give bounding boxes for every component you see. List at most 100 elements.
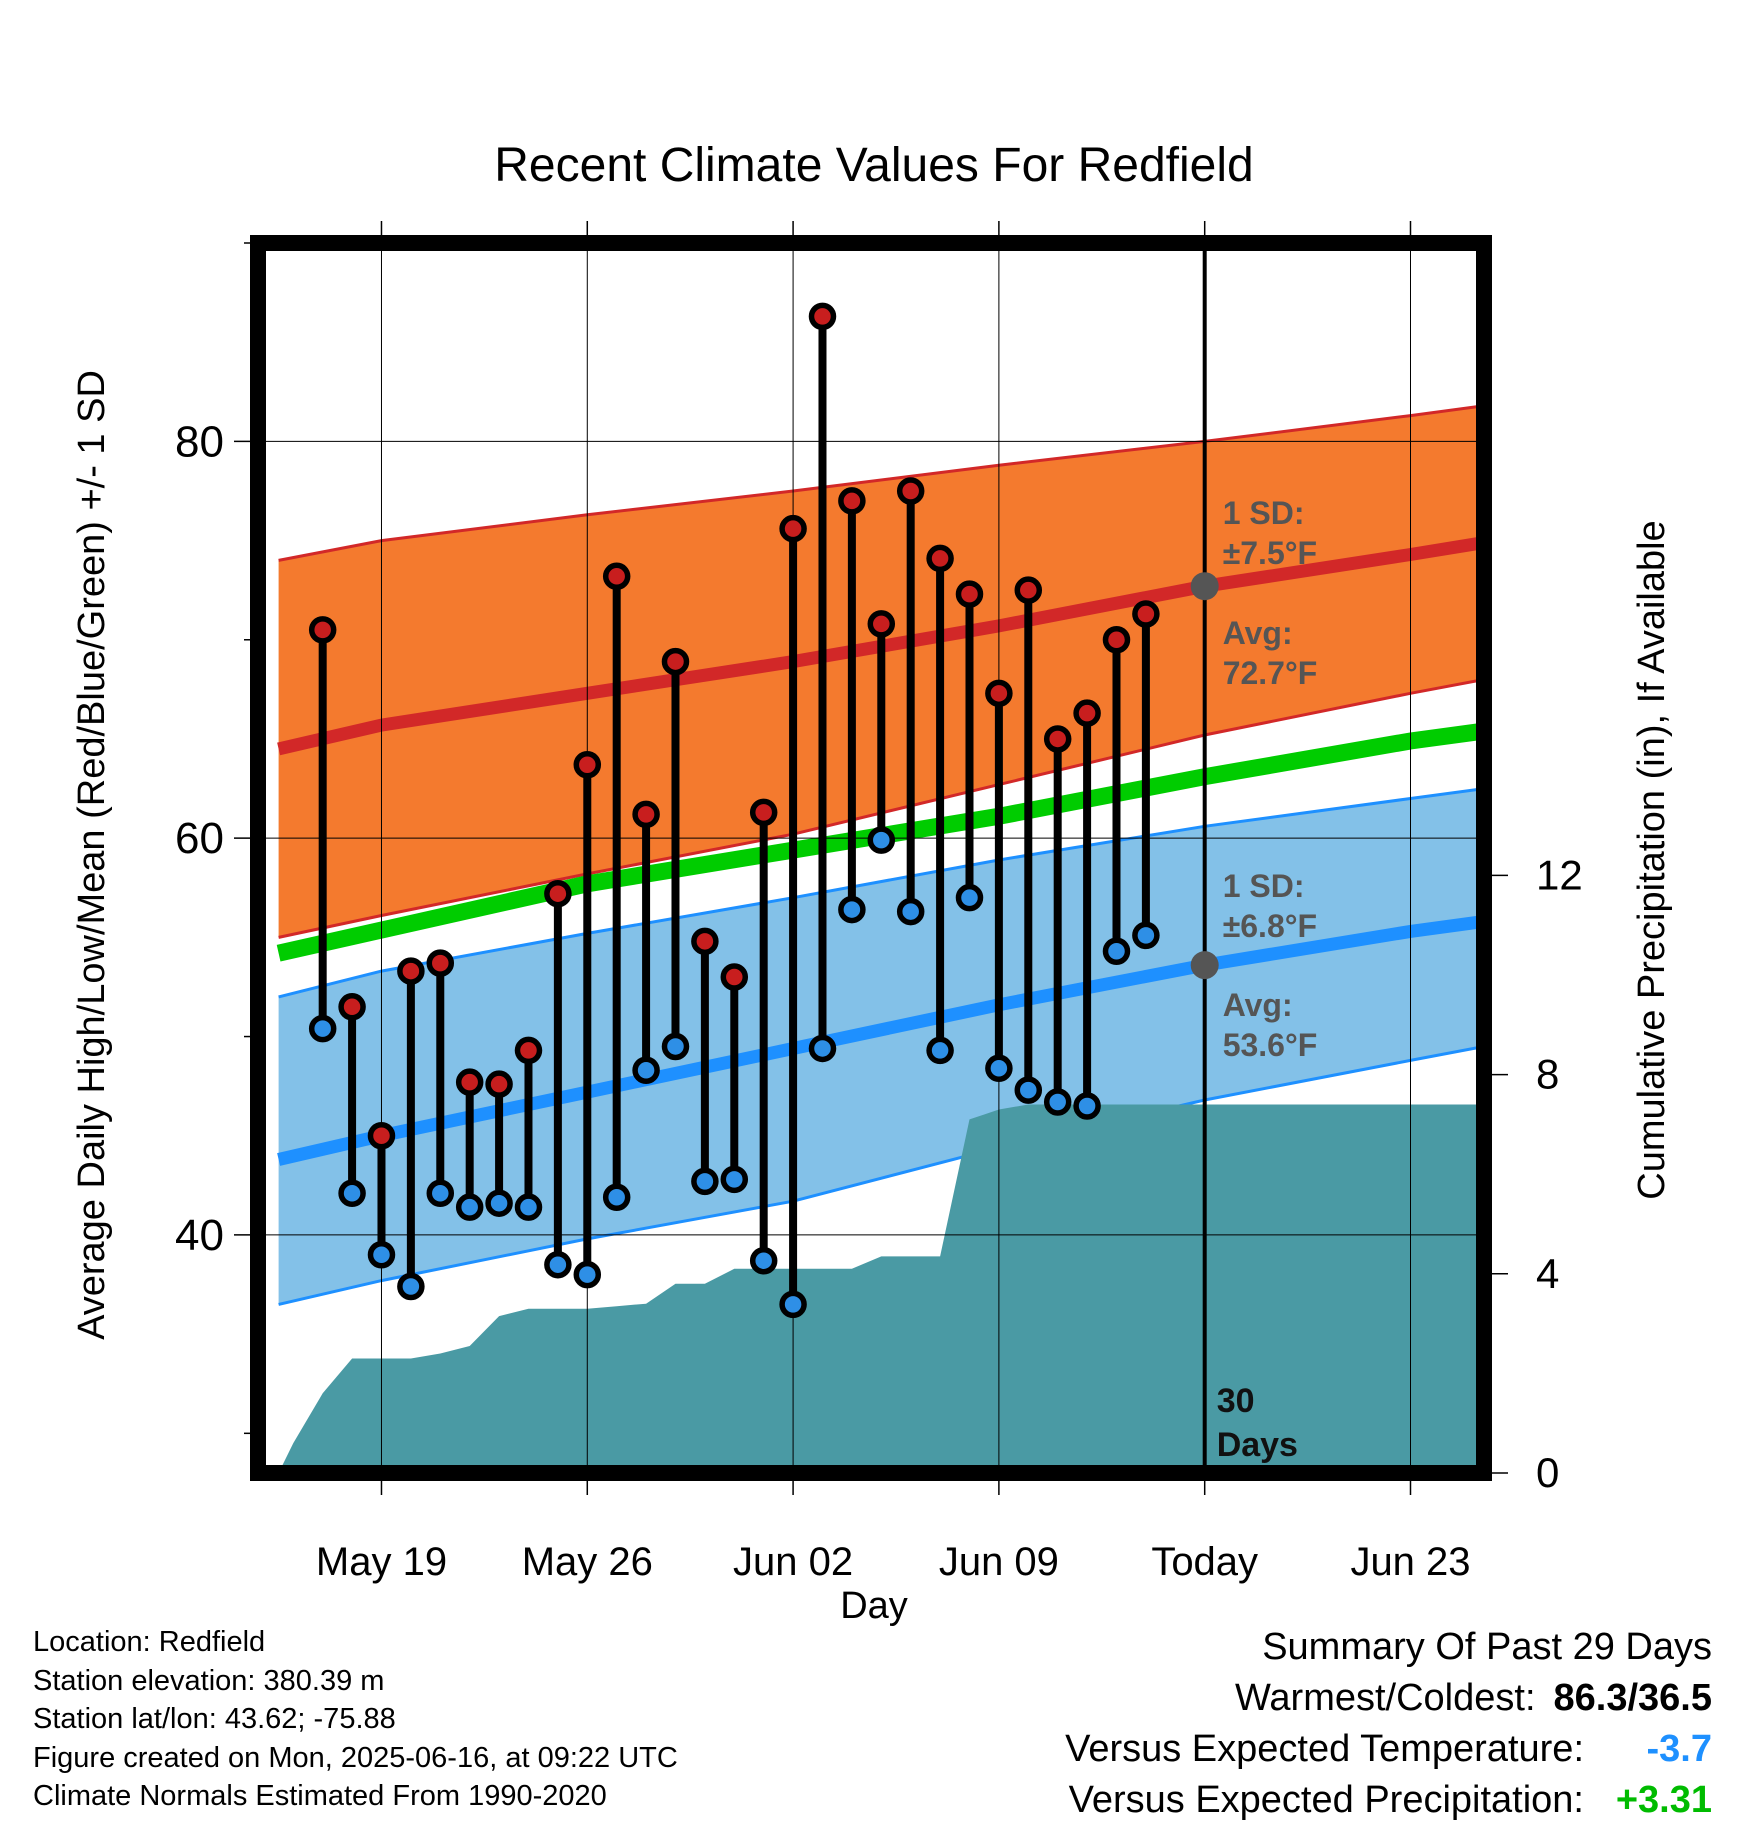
low-avg-label-line1: Avg: [1223, 987, 1293, 1023]
daily-low-marker [573, 1260, 602, 1289]
warmest-label: Warmest/Coldest: [1234, 1677, 1536, 1719]
daily-low-marker [397, 1272, 425, 1301]
x-tick-label: May 26 [522, 1540, 653, 1584]
precip-label: Versus Expected Precipitation: [1068, 1779, 1584, 1821]
daily-low-marker [485, 1189, 513, 1217]
y-tick-label: 80 [175, 417, 224, 466]
y2-tick-label: 4 [1536, 1250, 1559, 1297]
summary-panel: Summary Of Past 29 Days Warmest/Coldest:… [1065, 1622, 1712, 1826]
y2-tick-label: 0 [1536, 1449, 1559, 1496]
summary-heading: Summary Of Past 29 Days [1262, 1626, 1712, 1668]
y2-axis-label: Cumulative Precipitation (in), If Availa… [1631, 520, 1673, 1199]
daily-high-marker [544, 879, 572, 908]
summary-temp-row: Versus Expected Temperature: -3.7 [1065, 1724, 1712, 1775]
low-sd-band [278, 788, 1484, 1305]
x-tick-label: May 19 [316, 1540, 447, 1584]
today-days-label-line1: 30 [1217, 1382, 1255, 1420]
high-sd-label-line2: ±7.5°F [1223, 535, 1317, 571]
daily-low-marker [661, 1032, 690, 1061]
high-sd-band-upper-edge [278, 404, 1484, 562]
daily-low-marker [691, 1167, 719, 1196]
daily-high-marker [485, 1070, 513, 1098]
summary-warmest-row: Warmest/Coldest: 86.3/36.5 [1065, 1673, 1712, 1724]
daily-low-marker [455, 1193, 484, 1221]
x-axis-label: Day [840, 1585, 908, 1627]
daily-high-marker [1043, 725, 1072, 753]
y2-tick-label: 8 [1536, 1051, 1559, 1098]
daily-high-marker [1132, 600, 1160, 628]
precip-value: +3.31 [1615, 1779, 1712, 1821]
daily-low-marker [779, 1290, 807, 1319]
daily-high-marker [779, 514, 807, 543]
daily-low-marker [720, 1165, 749, 1194]
daily-high-marker [1073, 699, 1101, 727]
daily-low-marker [544, 1250, 572, 1279]
daily-low-marker [514, 1193, 543, 1221]
daily-high-marker [720, 963, 749, 991]
daily-low-marker [1102, 937, 1131, 965]
high-sd-label-line1: 1 SD: [1223, 495, 1305, 531]
daily-low-marker [1043, 1088, 1072, 1116]
x-tick-label: Jun 02 [733, 1540, 853, 1584]
y-axis-label: Average Daily High/Low/Mean (Red/Blue/Gr… [71, 370, 113, 1340]
daily-low-marker [749, 1246, 778, 1275]
normal-high-line [277, 536, 1484, 756]
daily-high-marker [455, 1068, 484, 1096]
daily-low-marker [602, 1183, 631, 1211]
y-tick-label: 40 [175, 1211, 224, 1260]
daily-high-marker [808, 302, 837, 331]
daily-low-marker [838, 895, 866, 924]
daily-high-marker [308, 616, 337, 644]
daily-low-marker [367, 1241, 396, 1269]
summary-precip-row: Versus Expected Precipitation: +3.31 [1065, 1775, 1712, 1826]
daily-high-marker [1014, 576, 1043, 604]
plot-area [258, 243, 1484, 1473]
warmest-value: 86.3/36.5 [1553, 1677, 1712, 1719]
daily-low-marker [867, 826, 896, 854]
station-info: Location: Redfield Station elevation: 38… [33, 1623, 678, 1816]
low-avg-label-line2: 53.6°F [1223, 1027, 1318, 1063]
elevation-text: Station elevation: 380.39 m [33, 1664, 385, 1697]
daily-high-marker [338, 993, 366, 1021]
daily-high-marker [367, 1121, 396, 1150]
daily-low-marker [808, 1034, 837, 1063]
daily-low-marker [1132, 921, 1160, 950]
daily-high-marker [749, 798, 778, 827]
temp-value: -3.7 [1646, 1728, 1712, 1770]
latlon-text: Station lat/lon: 43.62; -75.88 [33, 1703, 396, 1736]
plot-frame [250, 235, 1492, 1481]
daily-low-marker [896, 897, 925, 926]
daily-low-marker [426, 1179, 455, 1208]
today-high-avg-marker [1190, 572, 1219, 601]
created-text: Figure created on Mon, 2025-06-16, at 09… [33, 1741, 678, 1774]
low-sd-label-line1: 1 SD: [1223, 868, 1305, 904]
temp-label: Versus Expected Temperature: [1065, 1728, 1584, 1770]
y2-tick-label: 12 [1536, 851, 1583, 898]
today-days-label-line2: Days [1217, 1426, 1298, 1464]
y-tick-label: 60 [175, 814, 224, 863]
daily-high-marker [1102, 626, 1131, 654]
daily-low-marker [926, 1036, 954, 1065]
daily-high-marker [426, 949, 455, 977]
daily-low-marker [632, 1056, 660, 1085]
low-sd-label-line2: ±6.8°F [1223, 908, 1317, 944]
normals-text: Climate Normals Estimated From 1990-2020 [33, 1780, 607, 1813]
daily-high-marker [867, 610, 896, 638]
chart-title: Recent Climate Values For Redfield [494, 139, 1254, 192]
low-sd-band-lower-edge [278, 1045, 1484, 1306]
daily-high-marker [985, 679, 1013, 708]
daily-high-marker [955, 580, 984, 608]
daily-low-marker [308, 1014, 337, 1043]
daily-low-marker [1073, 1092, 1101, 1120]
daily-low-marker [1014, 1076, 1043, 1104]
location-text: Location: Redfield [33, 1626, 266, 1658]
normal-low-line [277, 915, 1484, 1166]
daily-low-marker [338, 1179, 366, 1208]
daily-high-marker [632, 800, 660, 829]
daily-high-marker [661, 647, 690, 676]
daily-high-marker [573, 751, 602, 779]
precip-area [278, 1104, 1484, 1473]
today-low-avg-marker [1190, 951, 1219, 980]
daily-low-marker [985, 1054, 1013, 1083]
